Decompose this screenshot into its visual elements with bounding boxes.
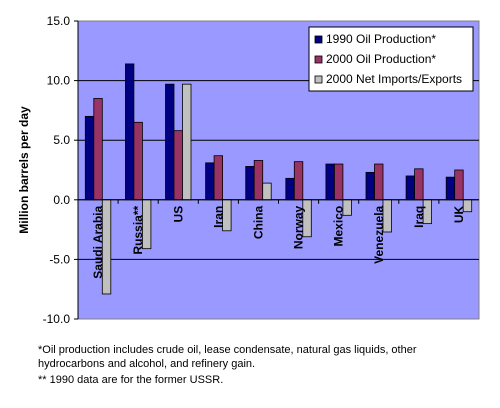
footnote-ussr: ** 1990 data are for the former USSR. xyxy=(38,374,224,386)
y-tick-label: 0.0 xyxy=(53,193,70,207)
bar xyxy=(454,169,464,201)
y-axis-ticks: -10.0 -5.0 0.0 5.0 10.0 15.0 xyxy=(43,14,78,326)
bar xyxy=(333,163,344,201)
bar xyxy=(262,182,272,201)
x-tick-label: Russia** xyxy=(131,205,145,254)
bar xyxy=(293,161,304,201)
x-tick-label: Venezuela xyxy=(372,205,386,263)
legend-swatch xyxy=(314,75,323,84)
y-tick-label: 10.0 xyxy=(47,74,71,88)
footnote-oil-production: *Oil production includes crude oil, leas… xyxy=(38,343,488,371)
bar xyxy=(205,162,215,201)
x-tick-label: Iraq xyxy=(412,206,426,228)
bar xyxy=(93,98,103,201)
bar xyxy=(253,160,264,201)
bar xyxy=(285,177,295,201)
legend-label: 1990 Oil Production* xyxy=(326,32,436,46)
bar xyxy=(325,163,335,201)
y-tick-label: -10.0 xyxy=(43,312,71,326)
legend-swatch xyxy=(314,35,323,44)
x-tick-label: Saudi Arabia xyxy=(91,205,105,278)
bar xyxy=(213,155,224,201)
legend-label: 2000 Net Imports/Exports xyxy=(326,72,462,86)
x-axis-labels: Saudi Arabia Russia** US Iran China Norway Mex… xyxy=(77,199,466,279)
bar xyxy=(405,175,416,201)
bar xyxy=(165,83,175,201)
legend-label: 2000 Oil Production* xyxy=(326,52,436,66)
bar xyxy=(374,163,384,201)
y-tick-label: 5.0 xyxy=(53,133,70,147)
y-tick-label: 15.0 xyxy=(47,14,71,28)
legend: 1990 Oil Production* 2000 Oil Production*… xyxy=(308,26,474,92)
footnote-line-1: *Oil production includes crude oil, leas… xyxy=(38,344,417,356)
bar xyxy=(84,115,95,201)
bar xyxy=(182,83,192,201)
x-tick-label: US xyxy=(171,206,185,223)
bar-marks xyxy=(84,63,473,295)
oil-production-chart: -10.0 -5.0 0.0 5.0 10.0 15.0 Saudi Arabia Russ… xyxy=(17,14,480,326)
bar xyxy=(125,63,135,201)
bar xyxy=(173,130,183,201)
bar xyxy=(245,166,255,201)
bar xyxy=(445,176,456,201)
footnote-line-2: hydrocarbons and alcohol, and refinery g… xyxy=(38,358,256,370)
x-tick-label: Iran xyxy=(211,206,225,228)
y-tick-label: -5.0 xyxy=(49,252,70,266)
y-axis-label: Million barrels per day xyxy=(17,106,31,234)
legend-box xyxy=(308,26,474,92)
bar xyxy=(365,171,375,201)
x-tick-label: Norway xyxy=(292,205,306,249)
bar xyxy=(133,121,143,201)
x-tick-label: Mexico xyxy=(332,206,346,247)
bar xyxy=(414,168,424,201)
x-tick-label: China xyxy=(251,205,265,239)
x-tick-label: UK xyxy=(452,205,466,223)
legend-swatch xyxy=(314,55,323,64)
